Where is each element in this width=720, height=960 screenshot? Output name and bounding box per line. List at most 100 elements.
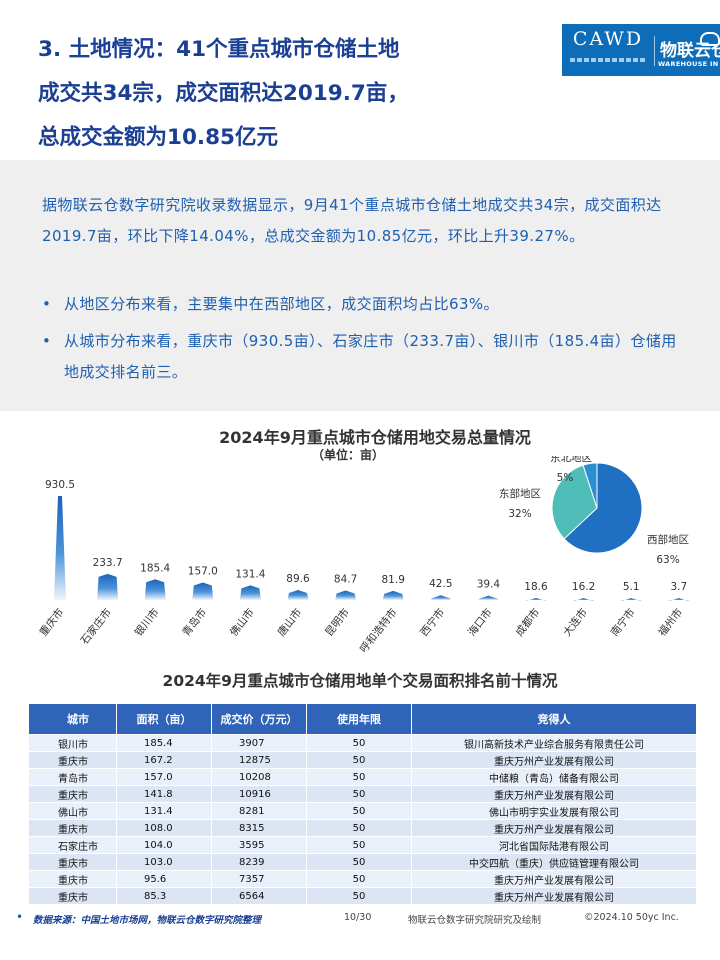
bar-昆明市 [335, 590, 357, 600]
table-cell: 石家庄市 [28, 836, 117, 854]
bar-value-label: 39.4 [477, 579, 501, 591]
table-cell: 重庆万州产业发展有限公司 [411, 887, 697, 905]
table-cell: 中交四航（重庆）供应链管理有限公司 [411, 853, 697, 871]
table-row: 银川市 185.4 3907 50 银川高新技术产业综合服务有限责任公司 [28, 734, 697, 752]
heading-line-1: 3. 土地情况：41个重点城市仓储土地 [38, 37, 400, 62]
table-cell: 50 [306, 887, 412, 905]
data-source: 数据来源：中国土地市场网，物联云仓数字研究院整理 [33, 915, 262, 926]
heading-line-3: 总成交金额为10.85亿元 [38, 125, 279, 150]
table-cell: 重庆万州产业发展有限公司 [411, 785, 697, 803]
table-cell: 7357 [211, 870, 307, 888]
bar-银川市 [144, 579, 166, 600]
table-cell: 131.4 [116, 802, 212, 820]
page-footer: • 数据来源：中国土地市场网，物联云仓数字研究院整理 10/30 物联云仓数字研… [0, 910, 720, 928]
bar-value-label: 84.7 [334, 574, 357, 586]
bar-category-label: 西宁市 [418, 606, 448, 639]
bullet-dot-icon: • [42, 295, 52, 313]
page-number: 10/30 [344, 912, 372, 923]
table-cell: 重庆万州产业发展有限公司 [411, 870, 697, 888]
bar-value-label: 42.5 [429, 578, 452, 590]
bar-category-label: 青岛市 [180, 606, 210, 639]
table-cell: 50 [306, 768, 412, 786]
bar-福州市 [668, 598, 690, 601]
bar-海口市 [477, 595, 499, 600]
footer-copyright: ©2024.10 50yc Inc. [584, 912, 679, 923]
bar-category-label: 呼和浩特市 [357, 606, 400, 655]
logo-divider [654, 36, 655, 66]
pie-category-label: 东北地区 [550, 456, 592, 464]
bar-青岛市 [192, 582, 214, 600]
table-cell: 银川高新技术产业综合服务有限责任公司 [411, 734, 697, 752]
bar-呼和浩特市 [382, 590, 404, 600]
summary-box: 据物联云仓数字研究院收录数据显示，9月41个重点城市仓储土地成交共34宗，成交面… [0, 160, 720, 411]
table-cell: 重庆市 [28, 751, 117, 769]
table-cell: 重庆市 [28, 853, 117, 871]
table-header-cell: 成交价（万元） [211, 703, 307, 735]
table-cell: 50 [306, 836, 412, 854]
bar-category-label: 南宁市 [608, 606, 638, 639]
bar-value-label: 3.7 [670, 581, 687, 593]
bar-成都市 [525, 597, 547, 601]
bar-category-label: 石家庄市 [78, 606, 114, 647]
table-header-cell: 使用年限 [306, 703, 412, 735]
table-cell: 3595 [211, 836, 307, 854]
table-cell: 河北省国际陆港有限公司 [411, 836, 697, 854]
bar-西宁市 [430, 595, 452, 600]
footer-credit: 物联云仓数字研究院研究及绘制 [408, 915, 542, 926]
bar-value-label: 16.2 [572, 581, 595, 593]
pie-value-label: 32% [508, 508, 531, 520]
bar-category-label: 银川市 [132, 606, 162, 639]
table-header-cell: 城市 [28, 703, 117, 735]
table-row: 重庆市 167.2 12875 50 重庆万州产业发展有限公司 [28, 751, 697, 769]
pie-value-label: 5% [557, 472, 574, 484]
table-row: 重庆市 103.0 8239 50 中交四航（重庆）供应链管理有限公司 [28, 853, 697, 871]
table-cell: 8239 [211, 853, 307, 871]
table-header-row: 城市 面积（亩） 成交价（万元） 使用年限 竞得人 [28, 703, 697, 735]
bar-category-label: 重庆市 [37, 606, 67, 639]
page-heading: 3. 土地情况：41个重点城市仓储土地 成交共34宗，成交面积达2019.7亩，… [38, 28, 508, 160]
bar-category-label: 佛山市 [227, 606, 257, 639]
bar-category-label: 唐山市 [275, 606, 305, 639]
bar-value-label: 5.1 [623, 581, 640, 593]
table-cell: 141.8 [116, 785, 212, 803]
table-cell: 50 [306, 802, 412, 820]
table-cell: 185.4 [116, 734, 212, 752]
table-cell: 8281 [211, 802, 307, 820]
logo-brand-en: WAREHOUSE IN CLOUD [658, 60, 720, 68]
table-cell: 12875 [211, 751, 307, 769]
cloud-icon [700, 32, 720, 46]
table-cell: 10916 [211, 785, 307, 803]
table-cell: 银川市 [28, 734, 117, 752]
table-cell: 50 [306, 819, 412, 837]
table-cell: 青岛市 [28, 768, 117, 786]
pie-slice-西部地区 [563, 462, 643, 554]
footer-bullet-icon: • [16, 910, 24, 924]
pie-category-label: 西部地区 [647, 533, 689, 546]
table-cell: 10208 [211, 768, 307, 786]
table-cell: 103.0 [116, 853, 212, 871]
table-cell: 157.0 [116, 768, 212, 786]
bar-value-label: 81.9 [382, 574, 405, 586]
table-cell: 50 [306, 870, 412, 888]
pie-category-label: 东部地区 [499, 487, 541, 500]
bar-category-label: 海口市 [465, 606, 495, 639]
bar-value-label: 131.4 [235, 568, 265, 580]
table-cell: 中储粮（青岛）储备有限公司 [411, 768, 697, 786]
pie-slice-东部地区 [551, 464, 598, 540]
bullet-dot-icon: • [42, 332, 52, 350]
table-row: 石家庄市 104.0 3595 50 河北省国际陆港有限公司 [28, 836, 697, 854]
heading-line-2: 成交共34宗，成交面积达2019.7亩， [38, 81, 409, 106]
summary-paragraph: 据物联云仓数字研究院收录数据显示，9月41个重点城市仓储土地成交共34宗，成交面… [42, 196, 662, 245]
table-cell: 重庆市 [28, 887, 117, 905]
table-cell: 8315 [211, 819, 307, 837]
table-cell: 佛山市明宇实业发展有限公司 [411, 802, 697, 820]
table-cell: 重庆市 [28, 785, 117, 803]
bar-chart: 930.5 重庆市 233.7 石家庄市 185.4 银川市 157.0 青岛市 131.4 佛山… [37, 456, 690, 655]
logo-cawd-text: CAWD [572, 28, 644, 50]
logo-brand-cn: 物联云仓 [660, 41, 720, 61]
bar-value-label: 930.5 [45, 479, 75, 491]
table-cell: 85.3 [116, 887, 212, 905]
bar-佛山市 [239, 585, 261, 600]
logo-subtitle-stripe [570, 58, 646, 62]
bar-category-label: 大连市 [560, 606, 590, 639]
